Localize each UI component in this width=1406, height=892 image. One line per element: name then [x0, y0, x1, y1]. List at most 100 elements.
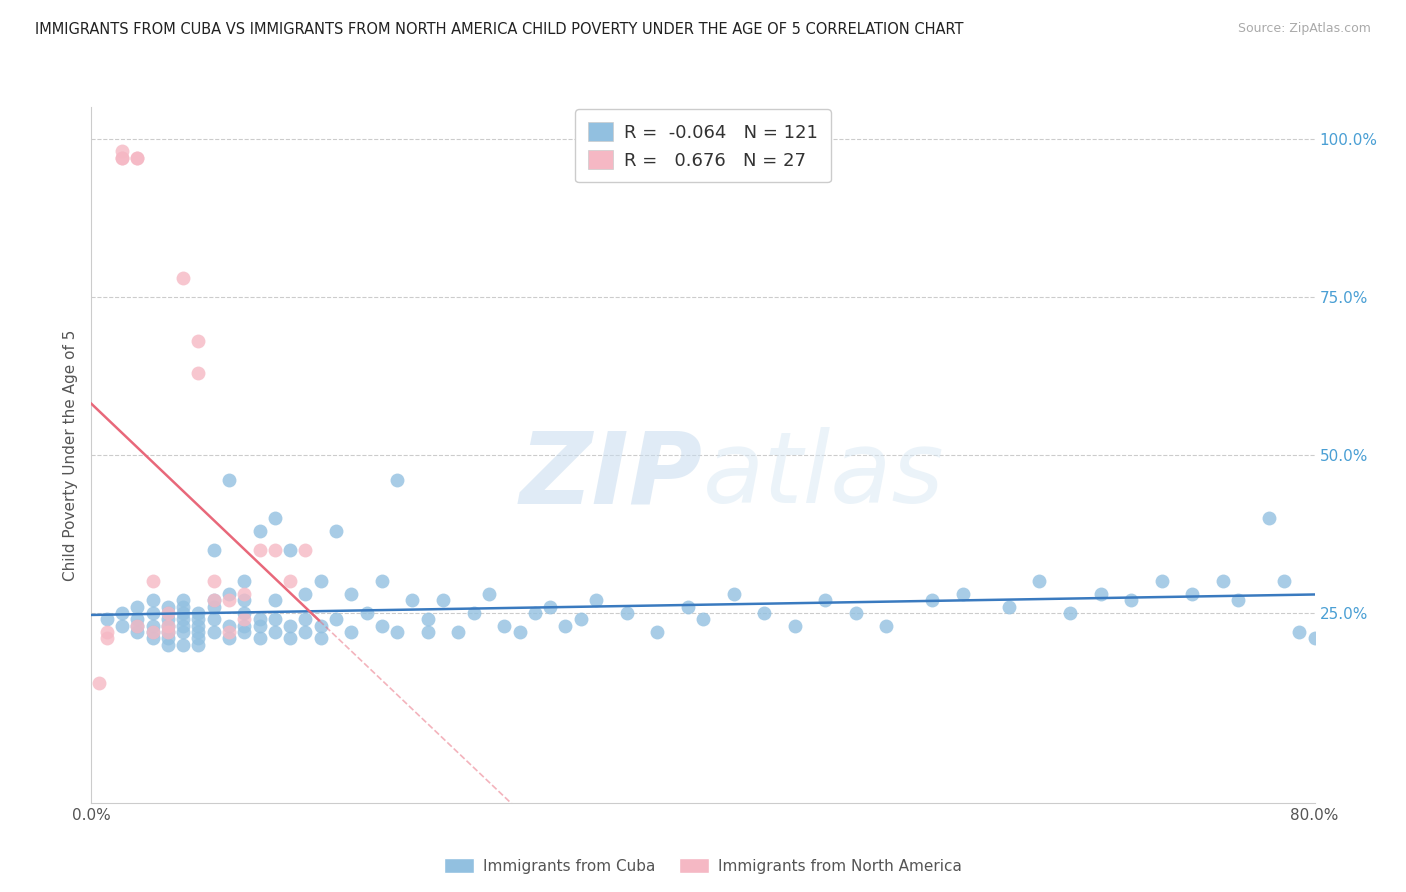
Point — [278, 618, 301, 632]
Point — [463, 606, 485, 620]
Point — [294, 542, 316, 557]
Point — [478, 587, 501, 601]
Legend: Immigrants from Cuba, Immigrants from North America: Immigrants from Cuba, Immigrants from No… — [437, 852, 969, 880]
Point — [156, 606, 179, 620]
Point — [156, 618, 179, 632]
Point — [202, 612, 225, 626]
Point — [127, 599, 149, 614]
Point — [233, 625, 256, 640]
Point — [1059, 606, 1081, 620]
Text: Source: ZipAtlas.com: Source: ZipAtlas.com — [1237, 22, 1371, 36]
Point — [156, 618, 179, 632]
Point — [111, 145, 134, 159]
Point — [249, 542, 271, 557]
Point — [96, 632, 118, 646]
Point — [294, 625, 316, 640]
Point — [156, 606, 179, 620]
Y-axis label: Child Poverty Under the Age of 5: Child Poverty Under the Age of 5 — [62, 329, 77, 581]
Point — [141, 632, 163, 646]
Point — [111, 618, 134, 632]
Point — [172, 625, 194, 640]
Point — [156, 625, 179, 640]
Point — [278, 574, 301, 589]
Point — [202, 593, 225, 607]
Point — [1212, 574, 1234, 589]
Point — [111, 151, 134, 165]
Point — [172, 270, 194, 285]
Point — [87, 675, 110, 690]
Point — [111, 151, 134, 165]
Point — [616, 606, 638, 620]
Point — [172, 606, 194, 620]
Point — [264, 542, 287, 557]
Point — [218, 473, 240, 487]
Point — [692, 612, 714, 626]
Point — [218, 632, 240, 646]
Point — [309, 618, 332, 632]
Point — [294, 612, 316, 626]
Point — [156, 625, 179, 640]
Point — [249, 612, 271, 626]
Text: IMMIGRANTS FROM CUBA VS IMMIGRANTS FROM NORTH AMERICA CHILD POVERTY UNDER THE AG: IMMIGRANTS FROM CUBA VS IMMIGRANTS FROM … — [35, 22, 963, 37]
Point — [264, 511, 287, 525]
Point — [141, 618, 163, 632]
Point — [187, 366, 209, 380]
Point — [233, 574, 256, 589]
Point — [523, 606, 546, 620]
Point — [385, 473, 409, 487]
Point — [1090, 587, 1112, 601]
Point — [294, 587, 316, 601]
Point — [371, 574, 394, 589]
Point — [249, 618, 271, 632]
Point — [202, 574, 225, 589]
Point — [264, 593, 287, 607]
Point — [538, 599, 561, 614]
Point — [1288, 625, 1310, 640]
Point — [187, 334, 209, 348]
Point — [676, 599, 699, 614]
Point — [156, 638, 179, 652]
Point — [233, 593, 256, 607]
Point — [141, 625, 163, 640]
Point — [998, 599, 1021, 614]
Point — [309, 574, 332, 589]
Point — [1121, 593, 1143, 607]
Point — [187, 625, 209, 640]
Point — [371, 618, 394, 632]
Point — [569, 612, 592, 626]
Point — [921, 593, 943, 607]
Point — [233, 612, 256, 626]
Point — [278, 632, 301, 646]
Point — [127, 612, 149, 626]
Point — [218, 625, 240, 640]
Point — [218, 593, 240, 607]
Point — [111, 606, 134, 620]
Point — [723, 587, 745, 601]
Point — [172, 638, 194, 652]
Point — [754, 606, 776, 620]
Point — [1272, 574, 1295, 589]
Point — [172, 599, 194, 614]
Point — [325, 612, 347, 626]
Point — [416, 612, 439, 626]
Point — [187, 612, 209, 626]
Point — [1227, 593, 1250, 607]
Point — [340, 587, 363, 601]
Point — [264, 612, 287, 626]
Point — [172, 618, 194, 632]
Point — [264, 625, 287, 640]
Point — [554, 618, 576, 632]
Point — [645, 625, 668, 640]
Point — [233, 587, 256, 601]
Point — [278, 542, 301, 557]
Point — [814, 593, 837, 607]
Text: ZIP: ZIP — [520, 427, 703, 524]
Point — [509, 625, 531, 640]
Point — [141, 625, 163, 640]
Point — [187, 632, 209, 646]
Point — [127, 151, 149, 165]
Point — [875, 618, 898, 632]
Point — [202, 542, 225, 557]
Point — [385, 625, 409, 640]
Point — [141, 606, 163, 620]
